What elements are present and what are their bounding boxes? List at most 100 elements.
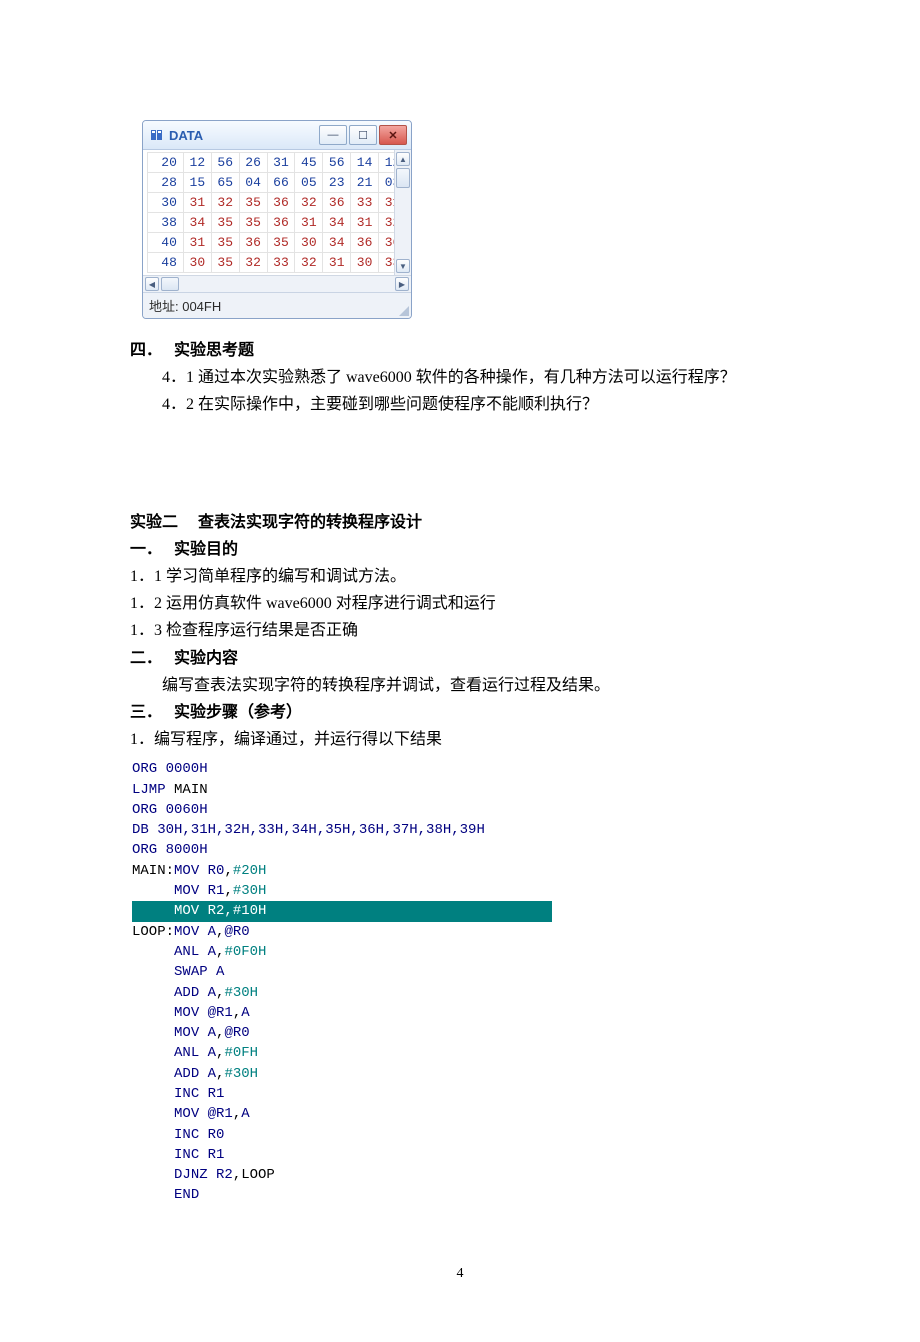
exp2-s1-2: 1．2 运用仿真软件 wave6000 对程序进行调式和运行 [130, 590, 790, 617]
scroll-left-arrow[interactable]: ◀ [145, 277, 159, 291]
mem-cell: 36 [267, 193, 295, 213]
mem-cell: 31 [295, 213, 323, 233]
close-button[interactable]: ✕ [379, 125, 407, 145]
mem-cell: 32 [295, 253, 323, 273]
mem-cell: 31 [183, 193, 211, 213]
mem-cell: 14 [351, 153, 379, 173]
addr-cell: 20 [148, 153, 184, 173]
exp2-s3-1: 1．编写程序，编译通过，并运行得以下结果 [130, 726, 790, 753]
code-line: INC R1 [130, 1084, 790, 1104]
mem-cell: 30 [295, 233, 323, 253]
scroll-right-arrow[interactable]: ▶ [395, 277, 409, 291]
scroll-up-arrow[interactable]: ▲ [396, 152, 410, 166]
scroll-down-arrow[interactable]: ▼ [396, 259, 410, 273]
code-line: ANL A,#0F0H [130, 942, 790, 962]
code-line: LOOP:MOV A,@R0 [130, 922, 790, 942]
mem-cell: 33 [351, 193, 379, 213]
mem-cell: 32 [239, 253, 267, 273]
exp2-title: 实验二 查表法实现字符的转换程序设计 [130, 509, 790, 536]
mem-cell: 12 [183, 153, 211, 173]
titlebar[interactable]: DATA — ☐ ✕ [143, 121, 411, 150]
code-line: END [130, 1185, 790, 1205]
code-line: ADD A,#30H [130, 1064, 790, 1084]
mem-cell: 15 [183, 173, 211, 193]
mem-cell: 45 [295, 153, 323, 173]
mem-cell: 56 [323, 153, 351, 173]
exp2-s3-head: 三． 实验步骤（参考） [130, 704, 302, 721]
mem-cell: 34 [183, 213, 211, 233]
page-number: 4 [130, 1266, 790, 1282]
mem-cell: 31 [183, 233, 211, 253]
code-line: LJMP MAIN [130, 780, 790, 800]
code-line: INC R1 [130, 1145, 790, 1165]
horizontal-scrollbar[interactable]: ◀ ▶ [143, 275, 411, 292]
hscroll-thumb[interactable] [161, 277, 179, 291]
data-icon [149, 127, 165, 143]
mem-cell: 21 [351, 173, 379, 193]
exp2-s1-1: 1．1 学习简单程序的编写和调试方法。 [130, 563, 790, 590]
addr-cell: 40 [148, 233, 184, 253]
addr-cell: 48 [148, 253, 184, 273]
maximize-button[interactable]: ☐ [349, 125, 377, 145]
mem-cell: 30 [351, 253, 379, 273]
code-line: DB 30H,31H,32H,33H,34H,35H,36H,37H,38H,3… [130, 820, 790, 840]
q4-1: 4．1 通过本次实验熟悉了 wave6000 软件的各种操作，有几种方法可以运行… [130, 364, 790, 391]
code-line: INC R0 [130, 1125, 790, 1145]
code-line: MOV @R1,A [130, 1003, 790, 1023]
mem-cell: 56 [211, 153, 239, 173]
mem-cell: 66 [267, 173, 295, 193]
code-line: MOV R1,#30H [130, 881, 790, 901]
exp2-s1-head: 一． 实验目的 [130, 541, 238, 558]
mem-cell: 35 [211, 253, 239, 273]
code-line: ORG 0000H [130, 759, 790, 779]
addr-cell: 38 [148, 213, 184, 233]
addr-cell: 30 [148, 193, 184, 213]
mem-cell: 35 [239, 193, 267, 213]
code-line: ORG 8000H [130, 840, 790, 860]
mem-cell: 32 [295, 193, 323, 213]
code-line: MAIN:MOV R0,#20H [130, 861, 790, 881]
memory-grid: 2012562631455614122815650466052321033031… [143, 150, 411, 275]
mem-cell: 36 [267, 213, 295, 233]
minimize-button[interactable]: — [319, 125, 347, 145]
mem-cell: 23 [323, 173, 351, 193]
mem-cell: 35 [211, 233, 239, 253]
window-title: DATA [169, 128, 319, 143]
exp2-s1-3: 1．3 检查程序运行结果是否正确 [130, 617, 790, 644]
q4-2: 4．2 在实际操作中，主要碰到哪些问题使程序不能顺利执行？ [130, 391, 790, 418]
code-line: ORG 0060H [130, 800, 790, 820]
code-line: SWAP A [130, 962, 790, 982]
statusbar: 地址: 004FH [143, 292, 411, 318]
section-4-heading: 四． 实验思考题 [130, 342, 254, 359]
mem-cell: 34 [323, 213, 351, 233]
mem-cell: 32 [211, 193, 239, 213]
code-line: DJNZ R2,LOOP [130, 1165, 790, 1185]
mem-cell: 31 [323, 253, 351, 273]
code-line: MOV @R1,A [130, 1104, 790, 1124]
scroll-thumb[interactable] [396, 168, 410, 188]
resize-grip-icon[interactable] [397, 304, 409, 316]
mem-cell: 26 [239, 153, 267, 173]
mem-cell: 65 [211, 173, 239, 193]
mem-cell: 36 [323, 193, 351, 213]
exp2-s2-head: 二． 实验内容 [130, 650, 238, 667]
mem-cell: 35 [267, 233, 295, 253]
mem-cell: 31 [351, 213, 379, 233]
data-window: DATA — ☐ ✕ 20125626314556141228156504660… [142, 120, 412, 319]
mem-cell: 30 [183, 253, 211, 273]
mem-cell: 04 [239, 173, 267, 193]
mem-cell: 31 [267, 153, 295, 173]
code-line: ADD A,#30H [130, 983, 790, 1003]
mem-cell: 36 [239, 233, 267, 253]
vertical-scrollbar[interactable]: ▲ ▼ [394, 150, 411, 275]
code-line: MOV R2,#10H [130, 901, 790, 921]
memory-table: 2012562631455614122815650466052321033031… [147, 152, 407, 273]
code-line: MOV A,@R0 [130, 1023, 790, 1043]
code-line: ANL A,#0FH [130, 1043, 790, 1063]
mem-cell: 34 [323, 233, 351, 253]
mem-cell: 05 [295, 173, 323, 193]
code-block: ORG 0000HLJMP MAINORG 0060HDB 30H,31H,32… [130, 759, 790, 1206]
exp2-s2-body: 编写查表法实现字符的转换程序并调试，查看运行过程及结果。 [130, 672, 790, 699]
mem-cell: 36 [351, 233, 379, 253]
mem-cell: 35 [239, 213, 267, 233]
